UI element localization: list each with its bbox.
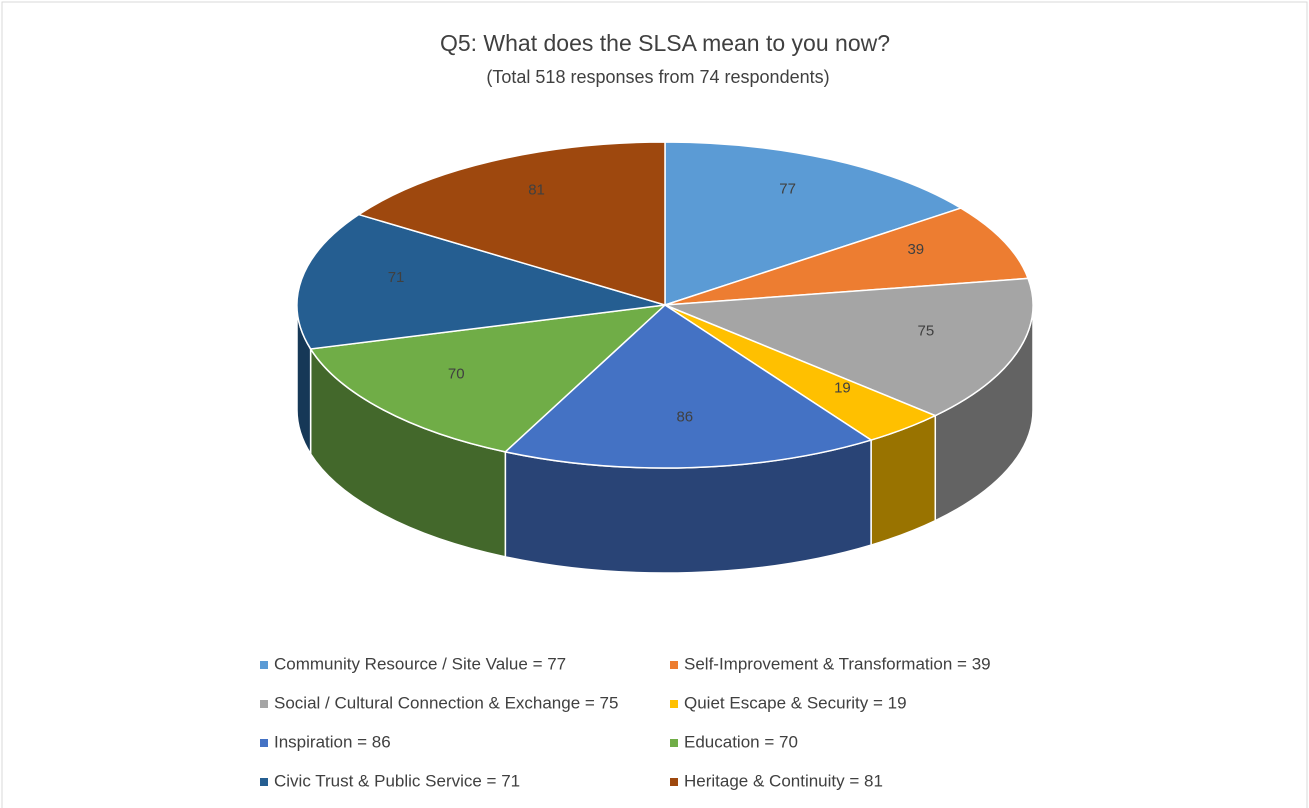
data-label: 71 — [388, 269, 405, 286]
legend-swatch — [670, 778, 678, 786]
slice — [664, 141, 963, 307]
slice — [296, 213, 666, 350]
legend-swatch — [260, 661, 268, 669]
slice — [309, 303, 668, 453]
legend-label: Self-Improvement & Transformation = 39 — [684, 654, 991, 673]
legend-swatch — [260, 778, 268, 786]
slice — [664, 277, 1034, 417]
slice — [503, 304, 873, 469]
slice — [664, 207, 1030, 306]
legend-label: Quiet Escape & Security = 19 — [684, 693, 907, 712]
legend-swatch — [260, 739, 268, 747]
legend-label: Social / Cultural Connection & Exchange … — [274, 693, 618, 712]
data-label: 75 — [918, 323, 935, 340]
legend-label: Heritage & Continuity = 81 — [684, 771, 883, 790]
slice — [357, 141, 666, 307]
legend-swatch — [670, 739, 678, 747]
legend-label: Inspiration = 86 — [274, 732, 391, 751]
data-label: 81 — [528, 182, 545, 199]
legend-swatch — [260, 700, 268, 708]
data-label: 86 — [676, 408, 693, 425]
legend-label: Civic Trust & Public Service = 71 — [274, 771, 520, 790]
legend-label: Community Resource / Site Value = 77 — [274, 654, 566, 673]
legend-label: Education = 70 — [684, 732, 798, 751]
chart-title: Q5: What does the SLSA mean to you now? — [440, 30, 890, 56]
legend-swatch — [670, 661, 678, 669]
data-label: 77 — [779, 180, 796, 197]
data-label: 70 — [448, 365, 465, 382]
data-label: 19 — [834, 379, 851, 396]
chart-subtitle: (Total 518 responses from 74 respondents… — [486, 67, 829, 87]
data-label: 39 — [907, 241, 924, 258]
legend-swatch — [670, 700, 678, 708]
